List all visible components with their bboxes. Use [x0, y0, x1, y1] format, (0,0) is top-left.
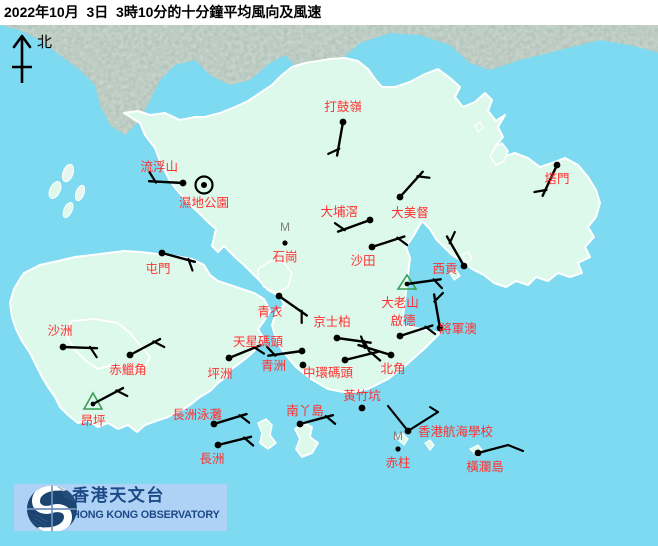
svg-text:北角: 北角	[380, 362, 405, 376]
svg-text:沙洲: 沙洲	[47, 324, 72, 338]
svg-text:打鼓嶺: 打鼓嶺	[324, 100, 362, 114]
svg-text:南丫島: 南丫島	[286, 403, 324, 418]
svg-text:昂坪: 昂坪	[80, 414, 105, 428]
svg-text:啟德: 啟德	[390, 313, 416, 328]
svg-text:流浮山: 流浮山	[140, 160, 178, 174]
svg-text:石崗: 石崗	[272, 250, 297, 264]
svg-text:橫瀾島: 橫瀾島	[466, 459, 504, 474]
svg-text:西貢: 西貢	[432, 262, 457, 276]
svg-text:將軍澳: 將軍澳	[439, 321, 477, 336]
svg-text:黃竹坑: 黃竹坑	[343, 388, 381, 403]
svg-text:香港航海學校: 香港航海學校	[418, 424, 494, 439]
svg-text:沙田: 沙田	[350, 254, 375, 268]
svg-text:青衣: 青衣	[257, 304, 283, 319]
svg-text:M: M	[393, 429, 403, 443]
svg-text:中環碼頭: 中環碼頭	[303, 365, 354, 380]
svg-text:天星碼頭: 天星碼頭	[233, 335, 284, 349]
svg-text:長洲: 長洲	[199, 452, 224, 466]
svg-text:M: M	[280, 220, 290, 234]
svg-text:濕地公園: 濕地公園	[179, 196, 229, 210]
svg-text:赤鱲角: 赤鱲角	[109, 363, 147, 377]
svg-text:赤柱: 赤柱	[385, 455, 410, 470]
svg-text:大埔滘: 大埔滘	[320, 205, 358, 219]
svg-text:坪洲: 坪洲	[207, 367, 232, 381]
svg-text:塔門: 塔門	[544, 172, 569, 186]
svg-text:屯門: 屯門	[145, 262, 170, 276]
svg-text:京士柏: 京士柏	[313, 314, 351, 329]
svg-text:北: 北	[37, 34, 52, 51]
svg-text:青洲: 青洲	[261, 359, 286, 373]
svg-text:大美督: 大美督	[391, 205, 429, 220]
svg-text:大老山: 大老山	[381, 296, 419, 310]
svg-text:長洲泳灘: 長洲泳灘	[172, 408, 223, 422]
